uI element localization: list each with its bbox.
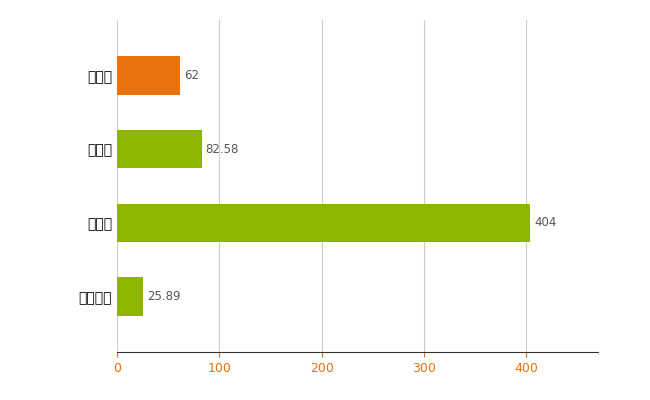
Text: 404: 404: [534, 216, 557, 229]
Bar: [117, 56, 181, 94]
Text: 82.58: 82.58: [205, 143, 239, 156]
Bar: [117, 278, 144, 316]
Bar: [117, 130, 202, 168]
Text: 25.89: 25.89: [148, 290, 181, 303]
Bar: [117, 204, 530, 242]
Text: 62: 62: [185, 69, 200, 82]
